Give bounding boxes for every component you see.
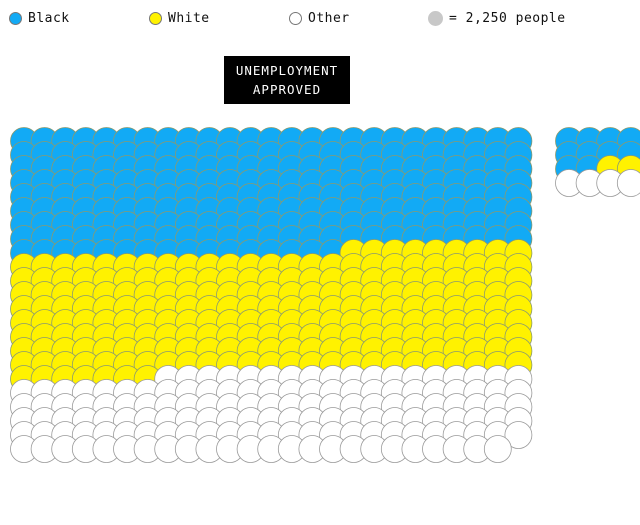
other-swatch-icon xyxy=(289,12,302,25)
unit-swatch-icon xyxy=(428,11,443,26)
legend-item-black: Black xyxy=(9,11,70,26)
group-label-line2: APPROVED xyxy=(252,82,322,97)
legend-item-white: White xyxy=(149,11,210,26)
white-swatch-icon xyxy=(149,12,162,25)
legend-label-white: White xyxy=(168,11,210,26)
unit-dot-other xyxy=(483,435,512,463)
unit-dot-other xyxy=(504,421,533,449)
next-group-partial xyxy=(555,127,640,197)
legend-label-black: Black xyxy=(28,11,70,26)
group-label-box: UNEMPLOYMENT APPROVED xyxy=(224,56,350,104)
black-swatch-icon xyxy=(9,12,22,25)
unit-dot-other xyxy=(616,169,640,197)
legend-unit-label: = 2,250 people xyxy=(449,11,566,26)
legend-unit: = 2,250 people xyxy=(428,11,566,26)
group-label-line1: UNEMPLOYMENT xyxy=(235,63,339,78)
legend-label-other: Other xyxy=(308,11,350,26)
legend-item-other: Other xyxy=(289,11,350,26)
